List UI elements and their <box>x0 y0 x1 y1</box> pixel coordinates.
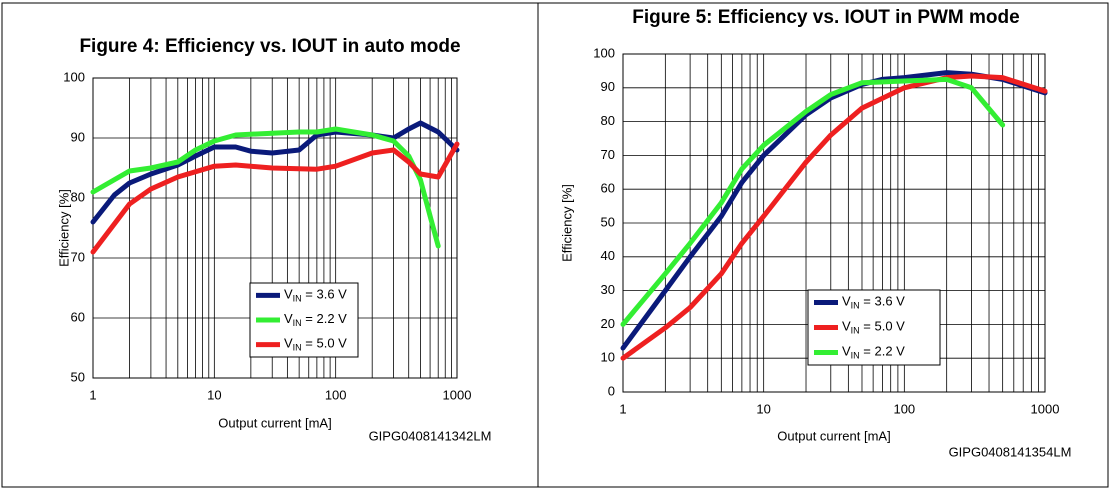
x-tick-label: 10 <box>207 387 221 402</box>
legend-label: VIN = 2.2 V <box>284 311 347 328</box>
x-tick-label: 1 <box>89 387 96 402</box>
figure-code: GIPG0408141342LM <box>369 428 492 443</box>
figure-code: GIPG0408141354LM <box>949 444 1072 459</box>
y-tick-label: 90 <box>71 129 85 144</box>
legend-label: VIN = 3.6 V <box>842 294 905 311</box>
y-tick-label: 100 <box>593 45 615 60</box>
y-tick-label: 20 <box>601 316 615 331</box>
x-tick-label: 1000 <box>443 387 472 402</box>
y-tick-label: 60 <box>601 181 615 196</box>
y-tick-label: 100 <box>63 69 85 84</box>
y-axis-label: Efficiency [%] <box>559 184 574 262</box>
y-tick-label: 80 <box>71 189 85 204</box>
data-line <box>620 76 1006 327</box>
x-tick-label: 10 <box>756 401 770 416</box>
y-tick-label: 40 <box>601 248 615 263</box>
y-tick-label: 10 <box>601 350 615 365</box>
y-tick-label: 90 <box>601 79 615 94</box>
data-line <box>90 141 460 255</box>
y-tick-label: 80 <box>601 113 615 128</box>
y-tick-label: 50 <box>71 369 85 384</box>
y-tick-label: 0 <box>608 383 615 398</box>
y-tick-label: 70 <box>71 249 85 264</box>
x-tick-label: 1 <box>619 401 626 416</box>
legend-label: VIN = 5.0 V <box>284 336 347 353</box>
x-tick-label: 100 <box>325 387 347 402</box>
chart-title: Figure 4: Efficiency vs. IOUT in auto mo… <box>79 36 460 57</box>
legend-label: VIN = 5.0 V <box>842 319 905 336</box>
y-axis-label: Efficiency [%] <box>56 189 71 267</box>
x-axis-label: Output current [mA] <box>777 428 890 443</box>
y-tick-label: 30 <box>601 282 615 297</box>
x-tick-label: 1000 <box>1031 401 1060 416</box>
data-line <box>90 120 460 225</box>
panel-frame <box>537 2 1109 488</box>
legend-label: VIN = 2.2 V <box>842 344 905 361</box>
chart-title: Figure 5: Efficiency vs. IOUT in PWM mod… <box>632 7 1019 28</box>
x-axis-label: Output current [mA] <box>218 415 331 430</box>
y-tick-label: 50 <box>601 214 615 229</box>
x-tick-label: 100 <box>893 401 915 416</box>
y-tick-label: 60 <box>71 309 85 324</box>
legend-label: VIN = 3.6 V <box>284 287 347 304</box>
data-line <box>620 70 1048 351</box>
y-tick-label: 70 <box>601 147 615 162</box>
data-line <box>620 73 1048 361</box>
